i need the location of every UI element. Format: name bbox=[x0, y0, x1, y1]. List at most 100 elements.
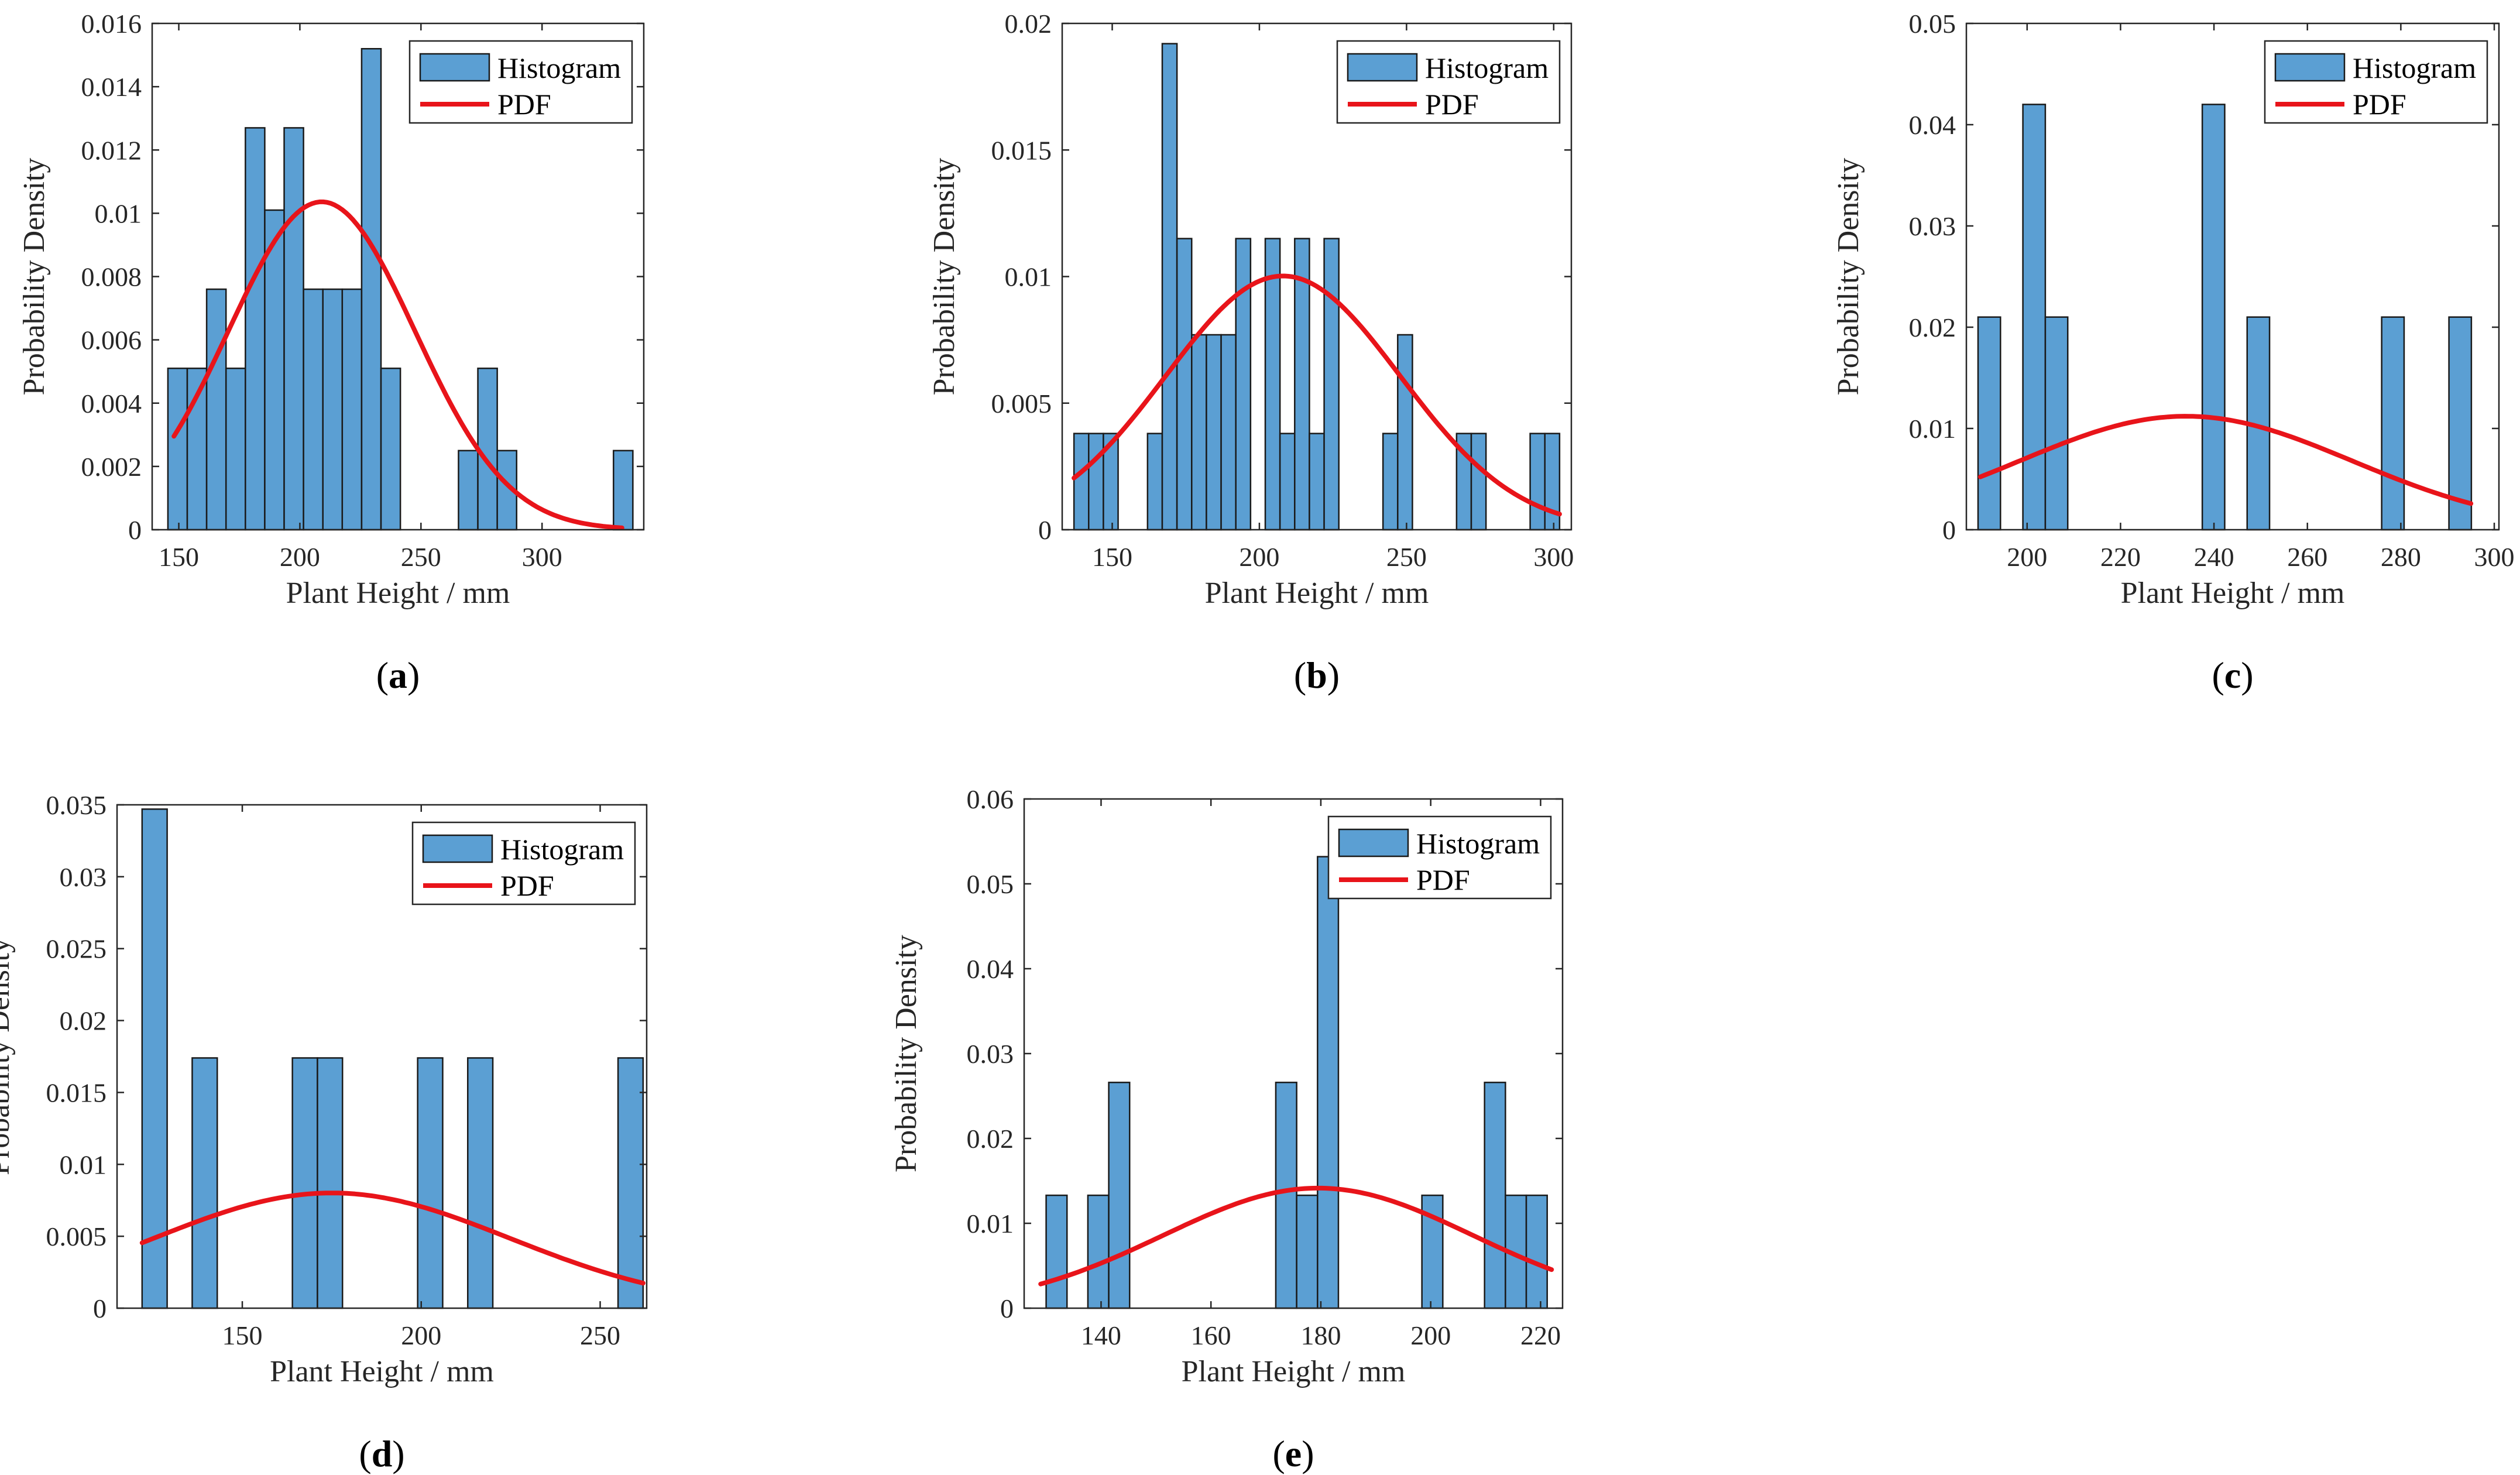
x-tick-label: 150 bbox=[222, 1320, 263, 1350]
legend-histogram-swatch bbox=[1347, 53, 1418, 82]
x-tick-label: 200 bbox=[1410, 1320, 1451, 1350]
y-tick-label: 0.04 bbox=[1909, 110, 1956, 140]
histogram-bar bbox=[1087, 1194, 1110, 1309]
plot-frame bbox=[1965, 22, 2500, 531]
histogram-bar bbox=[2381, 316, 2405, 531]
histogram-bar bbox=[225, 368, 246, 531]
x-tick-label: 250 bbox=[1386, 542, 1427, 572]
histogram-bar bbox=[1977, 316, 2001, 531]
y-tick-label: 0.02 bbox=[967, 1124, 1014, 1154]
pdf-curve bbox=[1977, 414, 2474, 506]
chart-panel-a: 150 200 250 300 0 0.002 0.004 0.006 0.008 0.01 0.0… bbox=[0, 0, 837, 702]
histogram-bar bbox=[361, 48, 382, 531]
pdf-curve bbox=[1072, 273, 1562, 517]
legend-pdf-label: PDF bbox=[2353, 88, 2406, 121]
histogram-bar bbox=[1397, 334, 1413, 531]
chart-svg-b: 150 200 250 300 0 0.005 0.01 0.015 0.02 Plant Hei… bbox=[928, 9, 1574, 696]
x-tick-label: 250 bbox=[580, 1320, 620, 1350]
legend-pdf-label: PDF bbox=[497, 88, 551, 121]
chart-svg-c: 200 220 240 260 280 300 0 0.01 0.02 0.03 0.04 0.05 P… bbox=[1832, 9, 2515, 696]
histogram-bar bbox=[1529, 433, 1546, 531]
y-axis-title: Probability Density bbox=[18, 158, 51, 396]
histogram-bar bbox=[1470, 433, 1487, 531]
histogram-bar bbox=[2044, 316, 2069, 531]
x-axis-title: Plant Height / mm bbox=[286, 577, 510, 610]
x-tick-label: 200 bbox=[401, 1320, 441, 1350]
histogram-bar bbox=[1088, 433, 1104, 531]
y-tick-label: 0.016 bbox=[81, 9, 142, 39]
histogram-bar bbox=[291, 1057, 318, 1309]
legend: Histogram PDF bbox=[2264, 40, 2488, 124]
x-axis-title: Plant Height / mm bbox=[1182, 1355, 1406, 1388]
y-tick-label: 0.01 bbox=[967, 1209, 1014, 1239]
histogram-bar bbox=[1484, 1082, 1506, 1309]
legend-histogram-label: Histogram bbox=[1416, 827, 1540, 860]
legend-pdf-label: PDF bbox=[1416, 863, 1470, 896]
x-tick-label: 160 bbox=[1191, 1320, 1231, 1350]
legend-histogram-swatch bbox=[419, 53, 490, 82]
y-tick-label: 0.002 bbox=[81, 452, 142, 482]
legend-histogram-swatch bbox=[422, 834, 493, 863]
histogram-bar bbox=[417, 1057, 444, 1309]
y-tick-label: 0 bbox=[93, 1294, 107, 1323]
x-tick-label: 200 bbox=[280, 542, 320, 572]
y-tick-label: 0.05 bbox=[1909, 9, 1956, 39]
y-tick-label: 0.02 bbox=[60, 1006, 107, 1036]
histogram-bar bbox=[1317, 856, 1340, 1309]
histogram-bar bbox=[1191, 334, 1207, 531]
pdf-curve bbox=[171, 199, 624, 530]
histogram-bar bbox=[317, 1057, 344, 1309]
histogram-bar bbox=[264, 209, 285, 531]
histogram-bar bbox=[1235, 238, 1252, 531]
legend-histogram-label: Histogram bbox=[500, 833, 624, 866]
x-tick-label: 140 bbox=[1081, 1320, 1121, 1350]
histogram-bar bbox=[303, 288, 324, 531]
y-axis-title: Probability Density bbox=[928, 158, 961, 396]
legend-histogram-label: Histogram bbox=[2353, 52, 2476, 84]
y-tick-label: 0.03 bbox=[967, 1039, 1014, 1069]
histogram-bar bbox=[467, 1057, 494, 1309]
y-axis-title: Probability Density bbox=[1832, 158, 1865, 396]
legend-histogram-label: Histogram bbox=[497, 52, 621, 84]
panel-label: (b) bbox=[1294, 654, 1340, 696]
y-tick-label: 0.006 bbox=[81, 325, 142, 355]
histogram-bar bbox=[1294, 238, 1310, 531]
y-tick-label: 0.04 bbox=[967, 954, 1014, 984]
histogram-bar bbox=[191, 1057, 218, 1309]
plot-frame bbox=[116, 804, 648, 1309]
histogram-bar bbox=[1279, 433, 1296, 531]
panel-label: (c) bbox=[2212, 654, 2253, 696]
histogram-bar bbox=[205, 288, 227, 531]
x-axis-title: Plant Height / mm bbox=[270, 1355, 494, 1388]
histogram-bar bbox=[1161, 43, 1178, 531]
x-tick-label: 240 bbox=[2194, 542, 2234, 572]
x-tick-label: 150 bbox=[159, 542, 199, 572]
histogram-bar bbox=[1525, 1194, 1548, 1309]
legend-histogram-swatch bbox=[1338, 828, 1409, 857]
y-axis-title: Probability Density bbox=[0, 938, 16, 1175]
x-tick-label: 260 bbox=[2287, 542, 2327, 572]
histogram-bar bbox=[613, 450, 634, 531]
histogram-bar bbox=[2201, 104, 2226, 531]
panel-label: (e) bbox=[1272, 1433, 1314, 1474]
histogram-bar bbox=[1296, 1194, 1319, 1309]
chart-panel-e: 140 160 180 200 220 0 0.01 0.02 0.03 0.04 0.05 0.06… bbox=[890, 773, 1762, 1475]
histogram-bar bbox=[477, 368, 498, 531]
histogram-bar bbox=[167, 368, 188, 531]
x-tick-label: 220 bbox=[2100, 542, 2141, 572]
x-axis-title: Plant Height / mm bbox=[2121, 577, 2345, 610]
y-tick-label: 0.06 bbox=[967, 784, 1014, 814]
y-tick-label: 0.015 bbox=[46, 1078, 107, 1107]
y-tick-label: 0.01 bbox=[1909, 414, 1956, 444]
x-tick-label: 250 bbox=[401, 542, 441, 572]
chart-svg-a: 150 200 250 300 0 0.002 0.004 0.006 0.008 0.01 0.0… bbox=[18, 9, 645, 696]
panel-label: (d) bbox=[359, 1433, 404, 1474]
y-tick-label: 0.014 bbox=[81, 72, 142, 102]
histogram-bar bbox=[1176, 238, 1193, 531]
histogram-bar bbox=[380, 368, 401, 531]
y-tick-label: 0.03 bbox=[1909, 211, 1956, 241]
y-tick-label: 0.02 bbox=[1909, 313, 1956, 342]
